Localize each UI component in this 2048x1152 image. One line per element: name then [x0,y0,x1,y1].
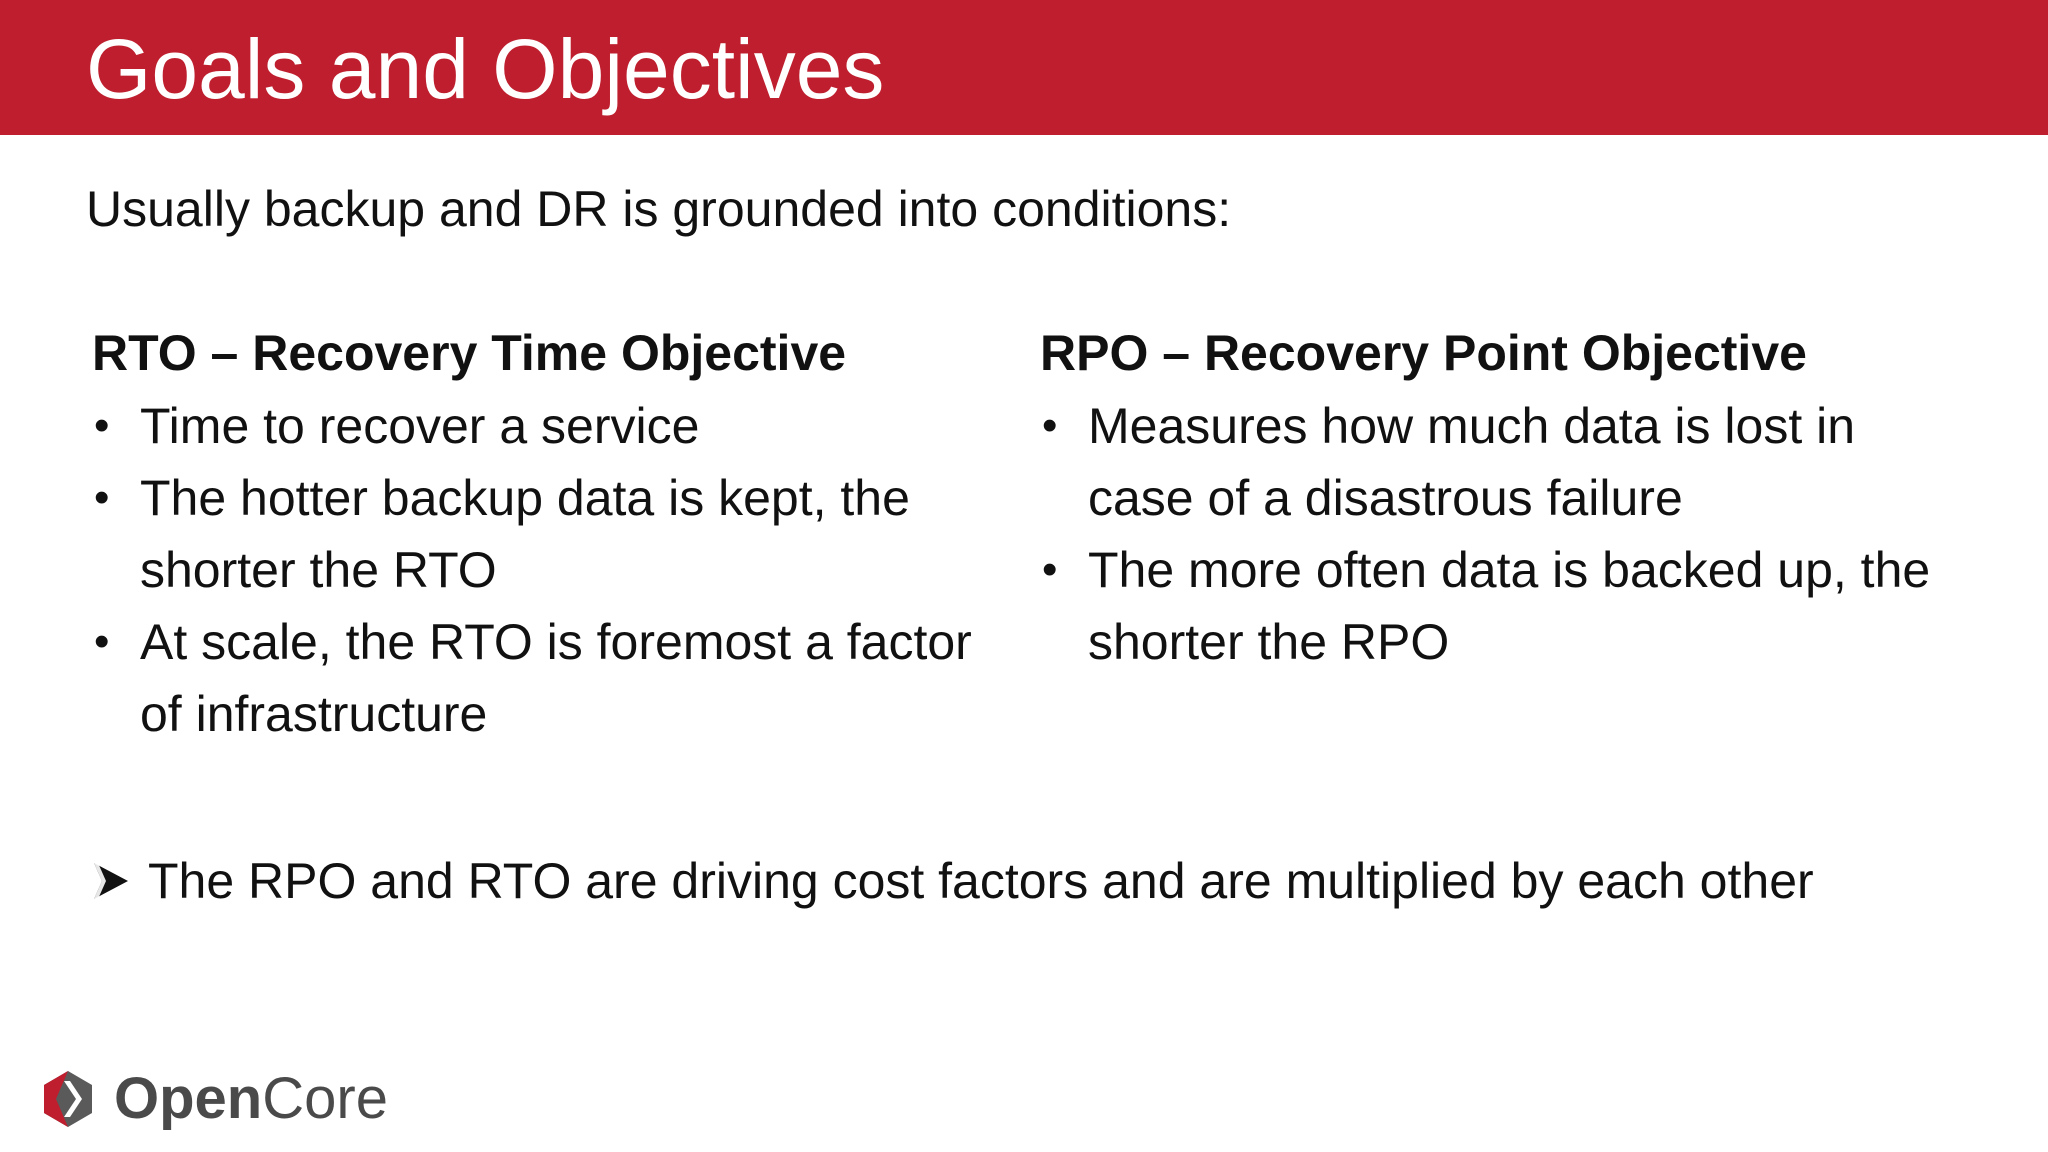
bullet-text: Time to recover a service [140,398,700,454]
bullet-text: Measures how much data is lost in case o… [1088,398,1856,526]
opencore-logo: OpenCore [36,1064,388,1134]
bullet-icon: • [94,617,110,666]
bullet-icon: • [1042,401,1058,450]
rpo-heading: RPO – Recovery Point Objective [1040,325,1807,381]
logo-text-core: Core [262,1066,388,1131]
logo-text-open: Open [114,1066,263,1131]
bullet-icon: • [1042,545,1058,594]
bullet-text: The more often data is backed up, the sh… [1088,542,1931,670]
list-item: • The hotter backup data is kept, the sh… [92,462,1012,606]
logo-wordmark: OpenCore [114,1067,388,1131]
bullet-icon: • [94,401,110,450]
slide-title: Goals and Objectives [86,22,885,116]
list-item: • At scale, the RTO is foremost a factor… [92,606,1012,750]
list-item: • Time to recover a service [92,390,1012,462]
arrow-right-icon [94,863,128,899]
rpo-column: RPO – Recovery Point Objective • Measure… [1040,318,1960,678]
rto-bullet-list: • Time to recover a service • The hotter… [92,390,1012,750]
title-bar: Goals and Objectives [0,0,2048,135]
list-item: • Measures how much data is lost in case… [1040,390,1960,534]
takeaway-text: The RPO and RTO are driving cost factors… [148,853,1814,909]
rpo-bullet-list: • Measures how much data is lost in case… [1040,390,1960,678]
takeaway: The RPO and RTO are driving cost factors… [88,846,1814,916]
opencore-logo-icon [44,1071,92,1127]
bullet-text: At scale, the RTO is foremost a factor o… [140,614,972,742]
list-item: • The more often data is backed up, the … [1040,534,1960,678]
rto-heading: RTO – Recovery Time Objective [92,325,847,381]
bullet-icon: • [94,473,110,522]
intro-text: Usually backup and DR is grounded into c… [86,181,1232,237]
bullet-text: The hotter backup data is kept, the shor… [140,470,910,598]
rto-column: RTO – Recovery Time Objective • Time to … [92,318,1012,750]
